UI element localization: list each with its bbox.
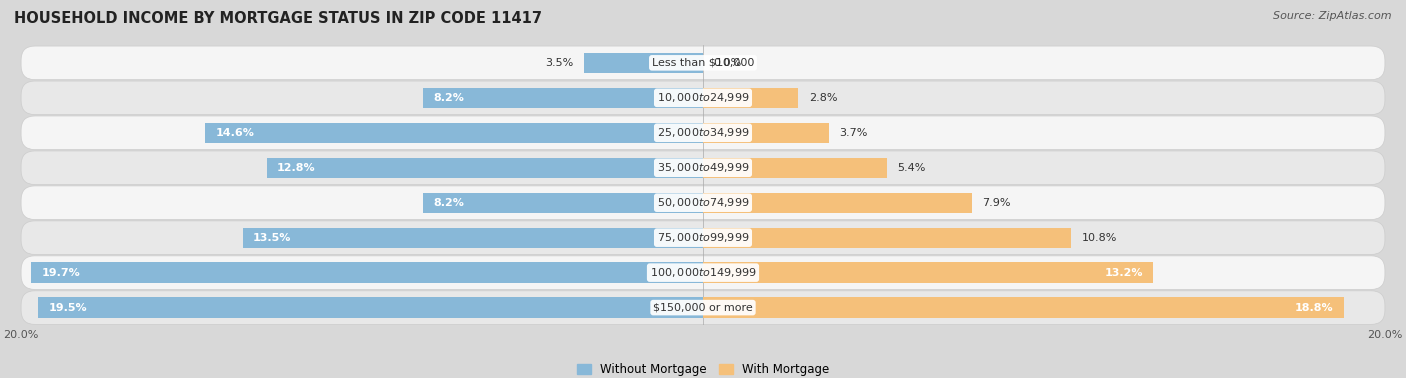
Text: 12.8%: 12.8%: [277, 163, 315, 173]
Text: 19.7%: 19.7%: [42, 268, 80, 277]
FancyBboxPatch shape: [21, 46, 1385, 80]
Text: 13.2%: 13.2%: [1104, 268, 1143, 277]
Bar: [583, 53, 703, 73]
Text: 18.8%: 18.8%: [1295, 303, 1334, 313]
Bar: [205, 122, 703, 143]
Text: $25,000 to $34,999: $25,000 to $34,999: [657, 126, 749, 139]
FancyBboxPatch shape: [21, 256, 1385, 290]
FancyBboxPatch shape: [21, 186, 1385, 220]
Text: 7.9%: 7.9%: [983, 198, 1011, 208]
Bar: [703, 262, 1153, 283]
FancyBboxPatch shape: [21, 151, 1385, 184]
Text: 19.5%: 19.5%: [48, 303, 87, 313]
Bar: [703, 122, 830, 143]
Text: 10.8%: 10.8%: [1081, 233, 1116, 243]
Bar: [243, 228, 703, 248]
Text: HOUSEHOLD INCOME BY MORTGAGE STATUS IN ZIP CODE 11417: HOUSEHOLD INCOME BY MORTGAGE STATUS IN Z…: [14, 11, 543, 26]
Bar: [423, 88, 703, 108]
Legend: Without Mortgage, With Mortgage: Without Mortgage, With Mortgage: [572, 358, 834, 378]
Bar: [703, 297, 1344, 318]
Bar: [703, 228, 1071, 248]
Text: 14.6%: 14.6%: [215, 128, 254, 138]
Text: $150,000 or more: $150,000 or more: [654, 303, 752, 313]
Bar: [703, 192, 973, 213]
Bar: [423, 192, 703, 213]
Text: 2.8%: 2.8%: [808, 93, 837, 103]
Bar: [703, 88, 799, 108]
Text: $35,000 to $49,999: $35,000 to $49,999: [657, 161, 749, 174]
Text: $75,000 to $99,999: $75,000 to $99,999: [657, 231, 749, 244]
Text: 13.5%: 13.5%: [253, 233, 291, 243]
Text: 8.2%: 8.2%: [433, 198, 464, 208]
FancyBboxPatch shape: [21, 221, 1385, 254]
Text: $100,000 to $149,999: $100,000 to $149,999: [650, 266, 756, 279]
Text: $10,000 to $24,999: $10,000 to $24,999: [657, 91, 749, 104]
Text: 5.4%: 5.4%: [897, 163, 925, 173]
FancyBboxPatch shape: [21, 81, 1385, 115]
Bar: [703, 158, 887, 178]
Bar: [31, 262, 703, 283]
Bar: [267, 158, 703, 178]
Bar: [38, 297, 703, 318]
Text: 0.0%: 0.0%: [713, 58, 741, 68]
Text: 8.2%: 8.2%: [433, 93, 464, 103]
Text: 3.7%: 3.7%: [839, 128, 868, 138]
Text: Source: ZipAtlas.com: Source: ZipAtlas.com: [1274, 11, 1392, 21]
Text: $50,000 to $74,999: $50,000 to $74,999: [657, 196, 749, 209]
FancyBboxPatch shape: [21, 291, 1385, 324]
Text: Less than $10,000: Less than $10,000: [652, 58, 754, 68]
Text: 3.5%: 3.5%: [546, 58, 574, 68]
FancyBboxPatch shape: [21, 116, 1385, 150]
